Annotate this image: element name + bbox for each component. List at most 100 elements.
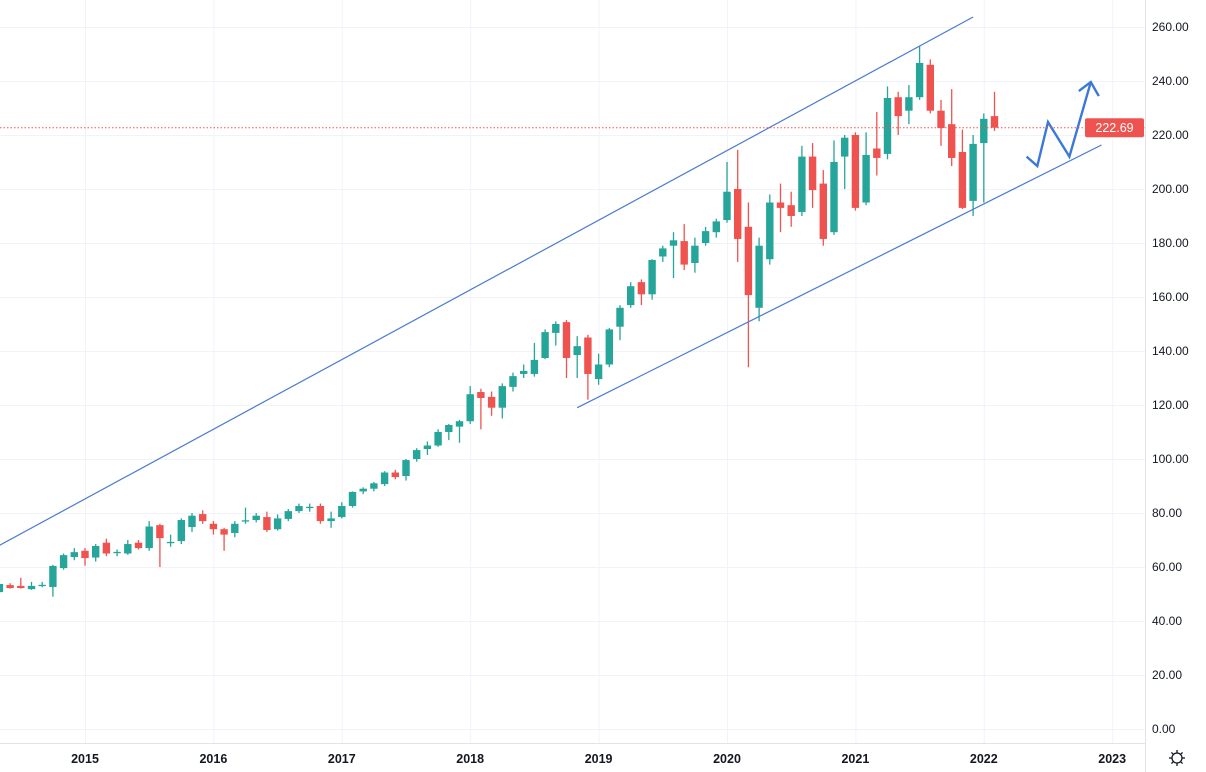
candle-up — [798, 145, 806, 216]
arrowhead-icon — [1078, 80, 1100, 97]
x-tick-label: 2023 — [1098, 752, 1126, 766]
candle-body — [584, 337, 592, 374]
y-tick-label: 180.00 — [1152, 236, 1189, 250]
candle-down — [851, 132, 860, 211]
candle-body — [787, 205, 795, 216]
candle-up — [669, 232, 678, 279]
candle-body — [552, 324, 560, 333]
candle-up — [915, 45, 924, 100]
candle-body — [156, 525, 164, 539]
candle-body — [616, 307, 624, 327]
x-tick-label: 2021 — [841, 752, 869, 766]
candle-down — [734, 149, 742, 262]
plot-area[interactable] — [0, 16, 1145, 597]
candle-up — [712, 218, 720, 238]
candle-body — [648, 260, 656, 295]
candle-up — [166, 534, 175, 547]
candle-down — [808, 143, 817, 208]
candle-down — [637, 279, 646, 306]
candle-body — [573, 346, 581, 356]
candle-body — [637, 282, 646, 295]
candle-down — [220, 527, 228, 551]
candle-body — [477, 392, 485, 398]
gear-icon[interactable] — [1169, 750, 1185, 766]
candle-body — [423, 445, 432, 450]
candle-up — [616, 305, 624, 341]
candle-up — [723, 162, 731, 223]
candle-up — [359, 487, 367, 495]
candle-body — [295, 505, 303, 512]
candle-down — [948, 89, 956, 167]
candle-body — [680, 241, 688, 265]
candle-up — [573, 336, 581, 378]
current-price-text: 222.69 — [1095, 121, 1133, 135]
candle-body — [926, 64, 934, 111]
candle-down — [990, 91, 999, 131]
candle-body — [70, 552, 78, 558]
candle-up — [980, 113, 988, 203]
candle-up — [455, 419, 464, 443]
candle-up — [862, 132, 870, 206]
candle-up — [594, 353, 603, 385]
candle-body — [530, 359, 539, 374]
candle-down — [487, 391, 496, 416]
candle-up — [552, 321, 560, 346]
candle-body — [766, 202, 774, 260]
y-tick-label: 20.00 — [1152, 668, 1182, 682]
candle-up — [145, 521, 153, 551]
candle-down — [6, 583, 14, 589]
x-tick-label: 2020 — [713, 752, 741, 766]
y-tick-label: 200.00 — [1152, 182, 1189, 196]
candle-up — [755, 237, 763, 322]
candle-up — [284, 508, 292, 522]
projection-arrow-path[interactable] — [1025, 81, 1092, 169]
upper-channel-trendline[interactable] — [0, 16, 974, 546]
candle-body — [455, 421, 464, 427]
y-tick-label: 240.00 — [1152, 74, 1189, 88]
candle-down — [926, 59, 934, 114]
price-axis[interactable]: 0.00 20.00 40.00 60.00 80.00 100.00 120.00 140.… — [1152, 20, 1189, 736]
current-price-label: 222.69 — [1085, 118, 1144, 138]
candle-body — [520, 370, 528, 374]
candle-body — [605, 329, 613, 365]
candle-up — [0, 581, 4, 594]
candle-body — [413, 450, 421, 459]
candle-down — [81, 548, 89, 566]
y-tick-label: 60.00 — [1152, 560, 1182, 574]
candle-body — [38, 584, 46, 587]
candle-body — [659, 248, 667, 257]
lower-channel-trendline[interactable] — [576, 144, 1102, 409]
candle-body — [487, 396, 496, 408]
gridlines — [0, 0, 1145, 743]
candle-body — [980, 118, 988, 144]
candle-up — [509, 372, 517, 392]
candle-body — [209, 523, 218, 530]
candle-body — [905, 97, 913, 111]
candle-body — [990, 116, 999, 128]
candle-body — [391, 472, 399, 478]
candle-body — [862, 154, 870, 203]
candle-down — [102, 538, 111, 557]
y-tick-label: 260.00 — [1152, 20, 1189, 34]
time-axis[interactable]: 2015 2016 2017 2018 2019 2020 2021 2022 2023 — [71, 752, 1126, 766]
candle-down — [199, 510, 207, 524]
candle-up — [327, 511, 335, 528]
candle-body — [498, 386, 506, 408]
candle-body — [252, 515, 260, 521]
candle-down — [937, 99, 945, 146]
candle-up — [402, 459, 410, 481]
candle-up — [841, 135, 849, 189]
candle-body — [798, 156, 806, 212]
x-tick-label: 2019 — [585, 752, 613, 766]
candle-body — [263, 517, 271, 531]
candle-up — [434, 429, 442, 447]
candle-up — [177, 518, 185, 545]
candle-body — [199, 514, 207, 522]
x-tick-label: 2016 — [199, 752, 227, 766]
drawings[interactable] — [0, 16, 1102, 546]
candle-up — [648, 259, 656, 300]
candle-up — [306, 503, 314, 512]
candle-down — [156, 523, 164, 567]
candle-body — [466, 394, 474, 422]
